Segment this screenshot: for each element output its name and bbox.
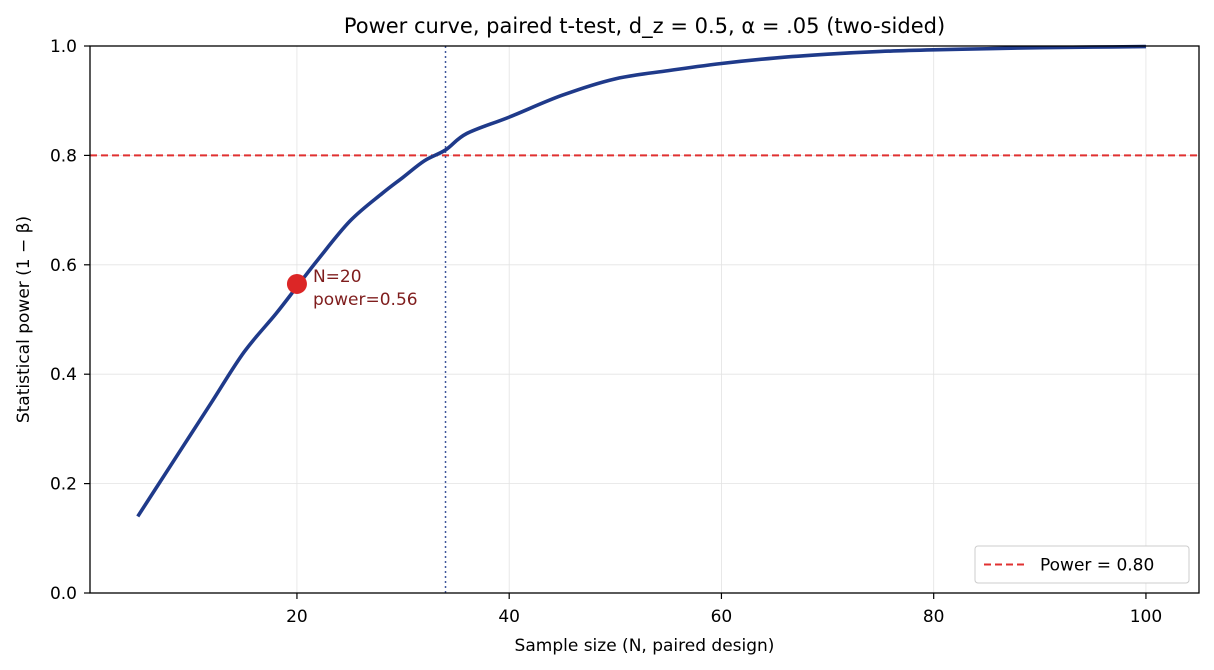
series-layer (136, 44, 1146, 518)
y-tick-label: 0.0 (50, 584, 77, 604)
x-tick-label: 40 (498, 607, 520, 627)
highlight-point-n20 (286, 273, 307, 294)
highlight-layer: N=20 power=0.56 (286, 267, 418, 310)
y-tick-label: 0.2 (50, 475, 77, 495)
x-tick-label: 100 (1130, 607, 1162, 627)
axis-ticks: 20 40 60 80 100 0.0 0.2 0.4 0.6 0.8 1.0 (50, 37, 1162, 627)
legend-label-power-080: Power = 0.80 (1040, 556, 1154, 576)
y-tick-label: 0.4 (50, 365, 77, 385)
legend: Power = 0.80 (974, 545, 1190, 584)
x-tick-label: 80 (923, 607, 945, 627)
y-axis-title: Statistical power (1 − β) (14, 216, 34, 423)
legend-box (974, 545, 1190, 584)
annotation-n: N=20 (313, 267, 362, 287)
y-tick-label: 0.8 (50, 146, 77, 166)
grid (90, 45, 1199, 594)
y-tick-label: 0.6 (50, 256, 77, 276)
plot-frame (89, 45, 1200, 594)
x-tick-label: 20 (286, 607, 308, 627)
x-axis-title: Sample size (N, paired design) (515, 636, 775, 656)
chart-title: Power curve, paired t-test, d_z = 0.5, α… (344, 14, 945, 39)
annotation-power: power=0.56 (313, 290, 418, 310)
x-tick-label: 60 (711, 607, 733, 627)
power-curve-line (136, 44, 1146, 518)
reference-lines (90, 46, 1199, 593)
y-tick-label: 1.0 (50, 37, 77, 57)
